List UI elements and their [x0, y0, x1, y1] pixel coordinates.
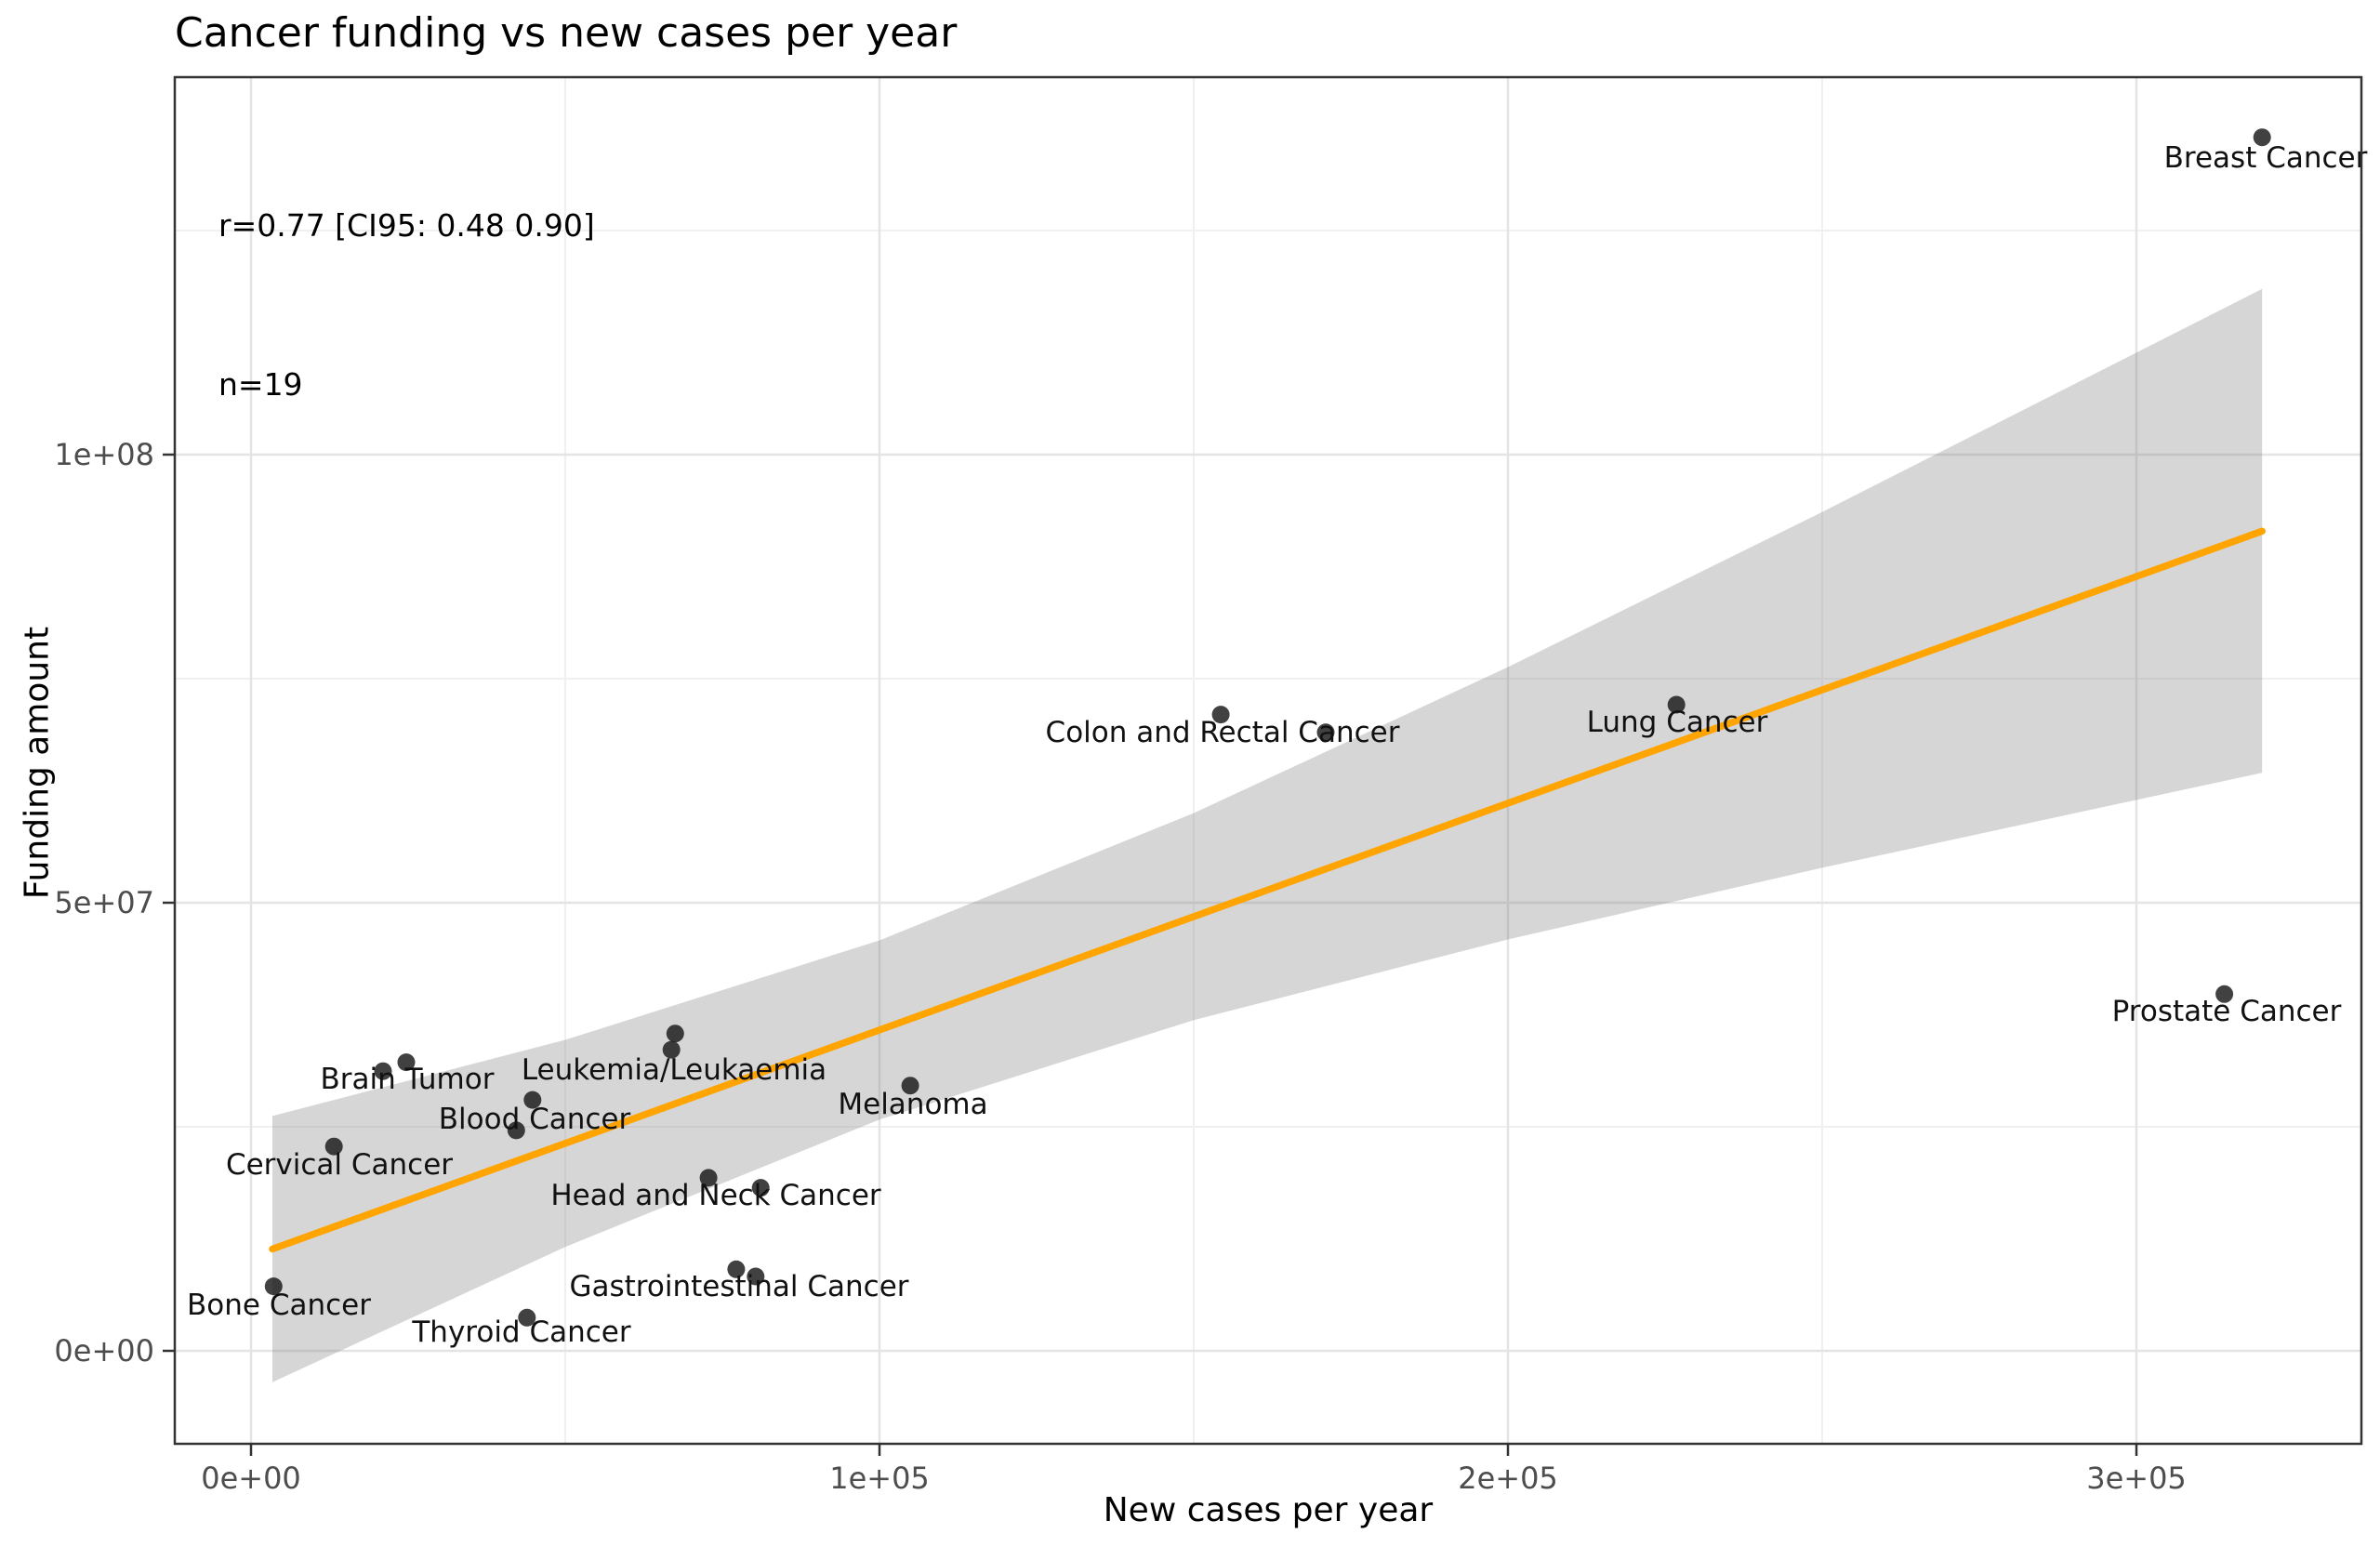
data-point [397, 1053, 416, 1072]
point-label: Lung Cancer [1587, 706, 1768, 739]
chart-title: Cancer funding vs new cases per year [175, 9, 958, 57]
x-tick-label: 2e+05 [1458, 1461, 1558, 1496]
panel-border [173, 75, 2363, 1446]
data-point [699, 1169, 718, 1187]
data-point [1667, 695, 1686, 714]
data-point [374, 1062, 392, 1080]
point-label: Breast Cancer [2164, 141, 2368, 175]
point-label: Cervical Cancer [226, 1148, 453, 1182]
point-label: Gastrointestinal Cancer [569, 1270, 908, 1303]
point-label: Leukemia/Leukaemia [522, 1053, 826, 1087]
plot-panel [175, 77, 2361, 1444]
data-point [727, 1260, 746, 1278]
point-label: Brain Tumor [321, 1063, 495, 1096]
data-point [523, 1091, 542, 1109]
data-point [901, 1077, 919, 1095]
data-point [1316, 723, 1335, 742]
data-point [662, 1040, 681, 1059]
point-label: Blood Cancer [439, 1103, 631, 1136]
data-point [264, 1277, 283, 1296]
y-tick-label: 5e+07 [54, 885, 154, 920]
data-point [1211, 706, 1230, 724]
point-label: Prostate Cancer [2112, 995, 2342, 1028]
sample-size-annotation: n=19 [218, 366, 303, 403]
point-label: Melanoma [838, 1088, 987, 1121]
x-tick-label: 0e+00 [201, 1461, 301, 1496]
point-label: Bone Cancer [187, 1289, 371, 1322]
data-point [751, 1179, 770, 1197]
correlation-annotation: r=0.77 [CI95: 0.48 0.90] [218, 207, 595, 244]
data-point [747, 1267, 765, 1286]
data-point [2215, 985, 2234, 1003]
y-tick-label: 1e+08 [54, 437, 154, 472]
data-point [666, 1025, 684, 1043]
stats-annotation: r=0.77 [CI95: 0.48 0.90] n=19 [218, 93, 595, 517]
point-label: Thyroid Cancer [411, 1316, 631, 1349]
regression-line [269, 527, 2266, 1253]
data-point [507, 1121, 525, 1140]
y-tick-label: 0e+00 [54, 1333, 154, 1368]
y-axis-title: Funding amount [18, 626, 57, 900]
confidence-band [272, 288, 2263, 1382]
point-label: Head and Neck Cancer [550, 1179, 881, 1212]
data-point [518, 1308, 536, 1327]
x-tick-label: 3e+05 [2086, 1461, 2187, 1496]
x-axis-title: New cases per year [1103, 1491, 1434, 1529]
data-point [2253, 128, 2271, 147]
point-label: Colon and Rectal Cancer [1046, 716, 1400, 749]
x-tick-label: 1e+05 [829, 1461, 930, 1496]
data-point [324, 1137, 343, 1156]
